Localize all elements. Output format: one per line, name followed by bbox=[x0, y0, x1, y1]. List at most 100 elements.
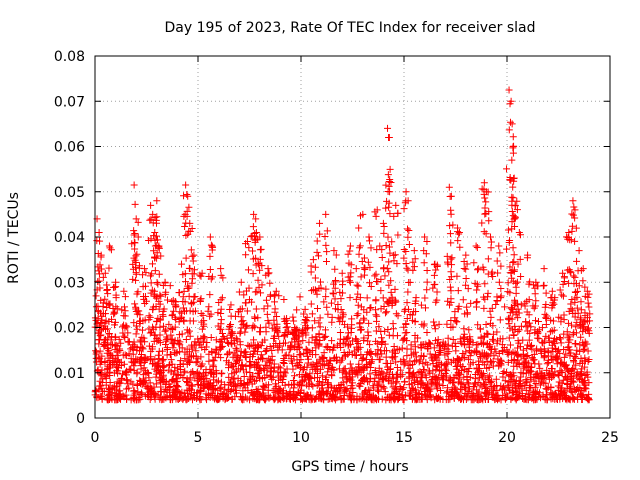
data-point bbox=[140, 295, 148, 303]
data-point bbox=[540, 265, 548, 273]
data-point bbox=[158, 376, 166, 384]
data-point bbox=[181, 298, 189, 306]
data-point bbox=[550, 338, 558, 346]
data-point bbox=[346, 368, 354, 376]
data-point bbox=[366, 279, 374, 287]
data-point bbox=[105, 329, 113, 337]
data-point bbox=[493, 257, 501, 265]
data-point bbox=[433, 385, 441, 393]
data-point bbox=[385, 243, 393, 251]
data-point bbox=[184, 284, 192, 292]
data-point bbox=[175, 331, 183, 339]
data-point bbox=[533, 282, 541, 290]
data-point bbox=[394, 209, 402, 217]
data-point bbox=[153, 213, 161, 221]
data-point bbox=[334, 314, 342, 322]
data-point bbox=[280, 315, 288, 323]
data-point bbox=[214, 377, 222, 385]
data-point bbox=[557, 335, 565, 343]
data-point bbox=[346, 247, 354, 255]
data-point bbox=[181, 389, 189, 397]
data-point bbox=[280, 296, 288, 304]
data-point bbox=[236, 329, 244, 337]
data-point bbox=[228, 370, 236, 378]
data-point bbox=[517, 322, 525, 330]
data-point bbox=[391, 298, 399, 306]
data-point bbox=[375, 323, 383, 331]
data-point bbox=[305, 379, 313, 387]
data-point bbox=[443, 350, 451, 358]
data-point bbox=[183, 326, 191, 334]
data-point bbox=[380, 223, 388, 231]
data-point bbox=[425, 367, 433, 375]
data-point bbox=[581, 354, 589, 362]
data-point bbox=[330, 280, 338, 288]
data-point bbox=[556, 367, 564, 375]
data-point bbox=[403, 264, 411, 272]
data-point bbox=[508, 120, 516, 128]
data-point bbox=[117, 339, 125, 347]
data-point bbox=[253, 348, 261, 356]
data-point bbox=[278, 379, 286, 387]
data-point bbox=[153, 370, 161, 378]
data-point bbox=[132, 270, 140, 278]
data-point bbox=[132, 263, 140, 271]
data-point bbox=[301, 372, 309, 380]
data-point bbox=[94, 366, 102, 374]
data-point bbox=[381, 373, 389, 381]
data-point bbox=[462, 348, 470, 356]
data-point bbox=[412, 307, 420, 315]
data-point bbox=[559, 269, 567, 277]
data-point bbox=[139, 283, 147, 291]
data-point bbox=[507, 305, 515, 313]
data-point bbox=[506, 237, 514, 245]
data-point bbox=[378, 350, 386, 358]
data-point bbox=[372, 270, 380, 278]
data-point bbox=[459, 349, 467, 357]
data-point bbox=[435, 320, 443, 328]
data-point bbox=[513, 350, 521, 358]
data-point bbox=[153, 249, 161, 257]
data-point bbox=[319, 355, 327, 362]
data-point bbox=[92, 347, 100, 355]
data-point bbox=[107, 360, 115, 368]
data-point bbox=[187, 246, 195, 254]
data-point bbox=[332, 251, 340, 259]
data-point bbox=[368, 396, 376, 404]
data-point bbox=[353, 312, 361, 320]
data-point bbox=[482, 321, 490, 329]
data-point bbox=[571, 214, 579, 222]
data-point bbox=[218, 335, 226, 343]
data-point bbox=[275, 384, 283, 392]
data-point bbox=[264, 302, 272, 310]
data-point bbox=[244, 341, 252, 349]
data-point bbox=[183, 190, 191, 198]
data-point bbox=[544, 347, 552, 355]
data-point bbox=[473, 364, 481, 372]
data-point bbox=[221, 381, 229, 389]
data-point bbox=[303, 352, 311, 360]
data-point bbox=[262, 296, 270, 304]
data-point bbox=[95, 228, 103, 236]
data-point bbox=[207, 275, 215, 283]
data-point bbox=[509, 133, 517, 141]
data-point bbox=[257, 289, 265, 297]
data-point bbox=[131, 245, 139, 253]
data-point bbox=[205, 357, 213, 365]
data-point bbox=[255, 369, 263, 377]
data-point bbox=[505, 86, 513, 94]
data-point bbox=[494, 355, 502, 363]
data-point bbox=[106, 350, 114, 358]
data-point bbox=[471, 279, 479, 287]
data-point bbox=[444, 341, 452, 349]
data-point bbox=[375, 356, 383, 364]
data-point bbox=[481, 351, 489, 359]
data-point bbox=[377, 370, 385, 378]
data-point bbox=[215, 299, 223, 307]
data-point bbox=[96, 284, 104, 292]
data-point bbox=[373, 340, 381, 348]
data-point bbox=[444, 260, 452, 268]
data-point bbox=[120, 360, 128, 368]
data-point bbox=[583, 395, 591, 403]
data-point bbox=[255, 361, 263, 369]
